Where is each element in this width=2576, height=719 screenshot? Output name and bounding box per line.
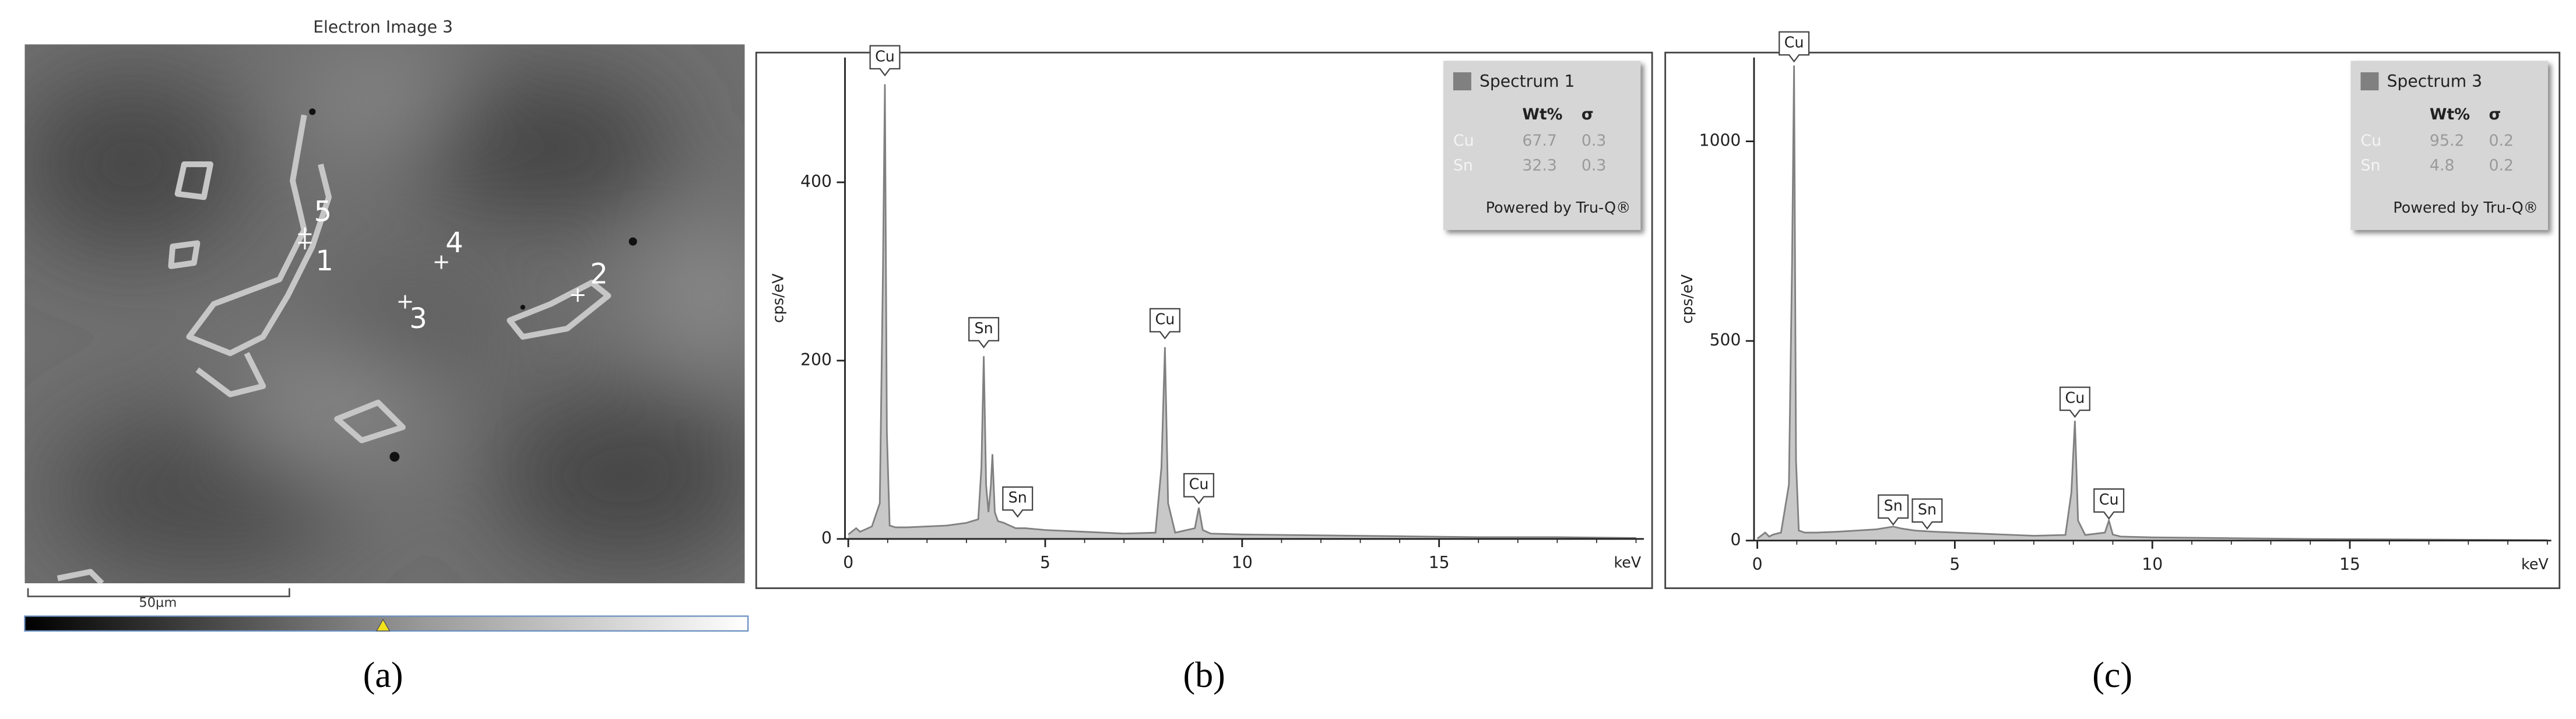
table-element: Cu xyxy=(1453,132,1474,150)
y-axis-label: cps/eV xyxy=(769,273,787,323)
x-tick-label: 10 xyxy=(1232,553,1253,572)
legend-box xyxy=(2350,61,2548,230)
table-element: Sn xyxy=(1453,156,1473,174)
y-tick-label: 0 xyxy=(1730,530,1741,549)
legend-box xyxy=(1443,61,1641,230)
table-header: σ xyxy=(1582,105,1594,124)
point-label: 4 xyxy=(445,227,463,259)
peak-label: Sn xyxy=(1884,496,1903,514)
table-footer: Powered by Tru-Q® xyxy=(1486,199,1631,216)
table-header: Wt% xyxy=(1522,105,1562,124)
peak-label-box xyxy=(1878,494,1909,526)
y-tick-label: 400 xyxy=(800,172,832,191)
peak-label-box xyxy=(1183,473,1215,505)
table-value: 95.2 xyxy=(2430,132,2465,150)
legend-swatch xyxy=(2360,72,2379,91)
legend-label: Spectrum 1 xyxy=(1479,72,1575,91)
y-tick-label: 500 xyxy=(1710,330,1741,350)
scale-bar xyxy=(27,588,290,598)
peak-label: Sn xyxy=(1918,501,1937,518)
y-axis-label: cps/eV xyxy=(1678,274,1696,323)
legend-swatch xyxy=(1453,72,1471,91)
spectrum-line xyxy=(848,84,1636,539)
point-label: 3 xyxy=(409,303,427,335)
cross: + xyxy=(433,249,451,274)
image-title: Electron Image 3 xyxy=(313,17,453,37)
peak-label-box xyxy=(1911,498,1943,530)
electron-image xyxy=(24,44,745,584)
table-value: 0.3 xyxy=(1582,132,1607,150)
spectrum-line xyxy=(1756,65,2547,541)
caption: (c) xyxy=(2092,655,2132,695)
peak-label-box xyxy=(968,317,1000,348)
peak-label-box xyxy=(1779,31,1810,63)
x-tick-label: 5 xyxy=(1040,553,1050,572)
table-value: 4.8 xyxy=(2430,156,2455,174)
cross: + xyxy=(569,282,587,307)
table-footer: Powered by Tru-Q® xyxy=(2393,199,2538,216)
y-tick-label: 0 xyxy=(821,528,832,548)
table-value: 67.7 xyxy=(1522,132,1557,150)
table-value: 0.2 xyxy=(2489,132,2514,150)
peak-label: Sn xyxy=(1008,489,1027,506)
table-element: Cu xyxy=(2361,132,2382,150)
x-tick-label: 10 xyxy=(2142,555,2163,574)
table-value: 0.2 xyxy=(2489,156,2514,174)
point-label: 1 xyxy=(316,245,334,277)
peak-label-box xyxy=(1149,308,1180,340)
caption: (b) xyxy=(1183,655,1225,695)
y-tick-label: 200 xyxy=(800,350,832,369)
scale-label: 50µm xyxy=(139,595,177,610)
peak-label: Cu xyxy=(875,47,895,65)
peak-label: Cu xyxy=(2099,491,2119,508)
peak-label: Cu xyxy=(2065,389,2085,406)
peak-label: Cu xyxy=(1189,475,1209,493)
table-element: Sn xyxy=(2361,156,2381,174)
peak-label-box xyxy=(869,45,901,77)
table-header: σ xyxy=(2489,105,2501,124)
cross: + xyxy=(296,221,314,246)
legend-label: Spectrum 3 xyxy=(2387,72,2482,91)
caption: (a) xyxy=(363,655,403,695)
x-tick-label: 15 xyxy=(2339,555,2360,574)
point-label: 2 xyxy=(590,259,608,291)
point-markers: + + 1 + 2 + 3 + 4 5 xyxy=(296,196,608,335)
y-tick-label: 1000 xyxy=(1699,131,1741,150)
peak-label-box xyxy=(2059,386,2090,418)
table-header: Wt% xyxy=(2430,105,2470,124)
x-tick-label: 0 xyxy=(1752,555,1763,574)
cross: + xyxy=(296,230,314,255)
x-tick-label: 0 xyxy=(843,553,853,572)
table-value: 32.3 xyxy=(1522,156,1557,174)
cross: + xyxy=(396,288,414,313)
x-axis-label: keV xyxy=(2521,555,2549,573)
peak-label-box xyxy=(1002,486,1034,518)
peak-label-box xyxy=(2093,488,2125,520)
x-axis-label: keV xyxy=(1614,554,1641,571)
table-value: 0.3 xyxy=(1582,156,1607,174)
peak-label: Cu xyxy=(1155,311,1175,328)
peak-label: Cu xyxy=(1784,34,1804,51)
point-label: 5 xyxy=(314,196,332,228)
peak-label: Sn xyxy=(975,319,993,337)
color-marker xyxy=(375,618,391,632)
x-tick-label: 15 xyxy=(1429,553,1450,572)
x-tick-label: 5 xyxy=(1949,555,1960,574)
